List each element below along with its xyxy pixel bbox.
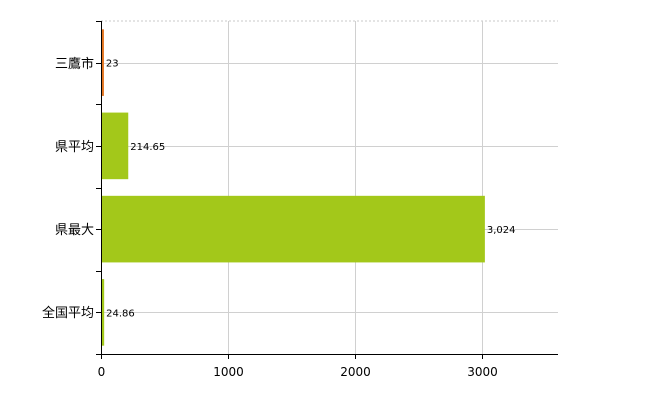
bar-4 xyxy=(101,279,105,346)
category-label-1: 三鷹市 xyxy=(55,56,94,72)
x-tick-label-3: 3000 xyxy=(467,365,498,379)
bar-3 xyxy=(101,195,485,263)
data-label-4: 24.86 xyxy=(106,308,135,319)
category-label-3: 県最大 xyxy=(55,223,94,238)
x-tick-label-2: 2000 xyxy=(340,365,371,379)
bar-2 xyxy=(101,112,129,180)
x-tick-label-0: 0 xyxy=(98,365,106,379)
category-label-4: 全国平均 xyxy=(42,305,94,321)
bar-1 xyxy=(101,29,104,96)
data-label-3: 3,024 xyxy=(487,225,516,236)
data-label-1: 23 xyxy=(106,59,119,70)
category-label-2: 県平均 xyxy=(55,140,94,155)
data-label-2: 214.65 xyxy=(130,142,165,153)
x-tick-label-1: 1000 xyxy=(213,365,244,379)
